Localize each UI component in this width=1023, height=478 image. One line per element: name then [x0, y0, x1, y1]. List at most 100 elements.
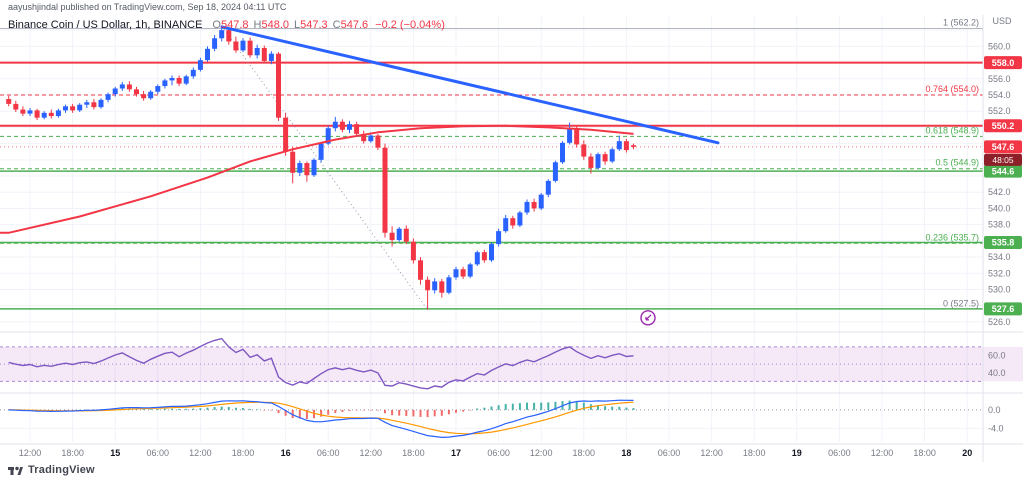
candle-body [226, 30, 232, 42]
fib-baseline[interactable] [221, 25, 429, 311]
candlestick-series [6, 26, 636, 310]
candle-body [588, 156, 594, 168]
time-tick-label: 06:00 [828, 448, 851, 458]
time-tick-label: 06:00 [487, 448, 510, 458]
candle-body [609, 149, 615, 162]
price-levels[interactable] [0, 28, 983, 310]
time-tick-label: 06:00 [658, 448, 681, 458]
candle-body [84, 102, 90, 105]
candle-body [432, 281, 438, 291]
fib-level-label: 1 (562.2) [943, 18, 979, 28]
macd-signal-line[interactable] [8, 401, 634, 435]
fib-level-label: 0.236 (535.7) [925, 232, 979, 242]
time-tick-label: 18 [621, 448, 631, 458]
price-tick-label: 552.0 [988, 106, 1011, 116]
candle-body [567, 129, 573, 143]
rsi-line[interactable] [8, 337, 634, 390]
attribution-bar: aayushjindal published on TradingView.co… [0, 0, 1023, 15]
candle-body [183, 76, 189, 84]
candle-body [389, 232, 395, 241]
price-tick-label: 532.0 [988, 268, 1011, 278]
tradingview-brand-text[interactable]: TradingView [28, 464, 95, 476]
ohlc-readout: O547.8 H548.0 L547.3 C547.6 −0.2 (−0.04%) [212, 19, 444, 31]
chart-marker-icon[interactable] [640, 310, 656, 326]
price-badge-label: 544.6 [992, 166, 1015, 176]
open-label: O [212, 19, 221, 31]
candle-body [20, 109, 26, 114]
candle-body [283, 117, 289, 152]
bar-countdown-badge [984, 153, 1022, 166]
candle-body [418, 260, 423, 280]
price-axis[interactable]: USD 560.0 556.0 554.0 552.0 542.0 540.0 538.0 53… [984, 16, 1022, 433]
time-tick-label: 15 [110, 448, 120, 458]
candle-body [311, 159, 317, 176]
time-tick-label: 12:00 [530, 448, 553, 458]
time-tick-label: 06:00 [147, 448, 170, 458]
chart-legend[interactable]: Binance Coin / US Dollar, 1h, BINANCE O54… [8, 19, 445, 31]
candle-body [496, 231, 502, 245]
price-tick-label: 538.0 [988, 220, 1011, 230]
candle-body [375, 135, 381, 148]
descending-trendline[interactable] [220, 25, 720, 145]
candle-body [474, 252, 480, 265]
candle-body [453, 269, 459, 278]
candle-body [155, 86, 161, 92]
candle-body [552, 162, 558, 181]
candle-body [595, 154, 601, 168]
price-badge-label: 558.0 [992, 58, 1015, 68]
candle-body [141, 94, 147, 99]
time-tick-label: 12:00 [700, 448, 723, 458]
time-tick-label: 17 [451, 448, 461, 458]
macd-tick-label: -4.0 [988, 423, 1004, 433]
candle-body [91, 102, 97, 108]
candle-body [489, 244, 494, 261]
fib-labels: 1 (562.2) 0.764 (554.0) 0.618 (548.9) 0.5 (… [925, 18, 979, 309]
candle-body [403, 228, 409, 242]
candle-body [134, 89, 139, 95]
price-badge [984, 235, 1022, 249]
time-tick-label: 12:00 [19, 448, 42, 458]
time-tick-label: 18:00 [913, 448, 936, 458]
price-tick-label: 526.0 [988, 317, 1011, 327]
candle-body [382, 147, 388, 233]
price-badge-label: 535.8 [992, 238, 1015, 248]
candle-body [162, 80, 168, 87]
candle-body [481, 252, 487, 261]
candle-body [545, 180, 551, 195]
tradingview-logo-icon[interactable] [8, 464, 23, 477]
time-tick-label: 12:00 [360, 448, 383, 458]
candle-body [41, 112, 47, 118]
candle-body [63, 106, 68, 111]
time-axis[interactable]: 12:00 18:00 15 06:00 12:00 18:00 16 06:00 12:00 1… [19, 448, 972, 458]
candle-body [34, 110, 40, 118]
candle-body [538, 194, 544, 209]
candle-body [48, 112, 54, 117]
candle-body [602, 154, 608, 162]
candle-body [240, 40, 246, 51]
chart-canvas[interactable]: USD 560.0 556.0 554.0 552.0 542.0 540.0 538.0 53… [0, 14, 1023, 462]
time-tick-label: 18:00 [232, 448, 255, 458]
close-label: C [332, 19, 341, 31]
moving-average-line[interactable] [0, 124, 634, 234]
time-tick-label: 12:00 [189, 448, 212, 458]
open-value: 547.8 [220, 19, 249, 31]
candle-body [354, 124, 360, 134]
symbol-title: Binance Coin / US Dollar, 1h, BINANCE [8, 19, 203, 31]
price-badge-label: 527.6 [992, 304, 1015, 314]
candle-body [368, 135, 374, 142]
candle-body [304, 163, 310, 176]
candle-body [233, 41, 239, 51]
candle-body [517, 212, 523, 226]
candle-body [126, 84, 132, 90]
candle-body [205, 48, 210, 61]
candle-body [13, 103, 19, 110]
axis-unit-label: USD [992, 16, 1012, 26]
macd-tick-label: 0.0 [988, 405, 1001, 415]
candle-body [276, 53, 281, 118]
candle-body [616, 141, 622, 150]
price-badge-label: 547.6 [992, 142, 1015, 152]
candle-body [503, 218, 509, 232]
footer-bar: TradingView [0, 462, 1023, 478]
macd-line[interactable] [8, 399, 634, 439]
candle-body [219, 30, 225, 39]
